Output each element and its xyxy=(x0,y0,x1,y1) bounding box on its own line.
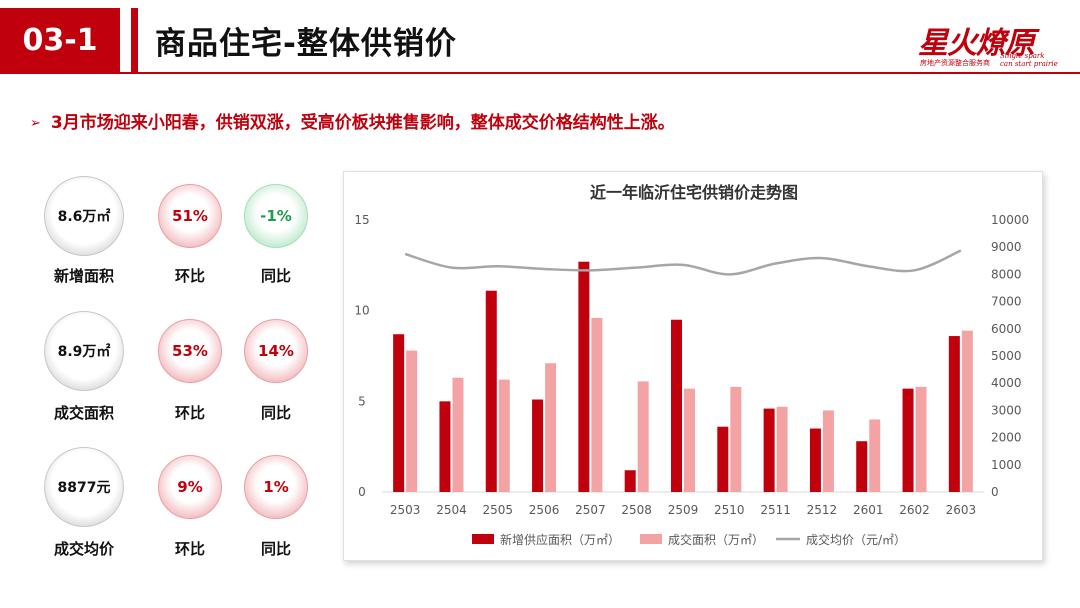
kpi-deal-area-label: 成交面积 xyxy=(53,404,114,422)
summary-line: ➢ 3月市场迎来小阳春，供销双涨，受高价板块推售影响，整体成交价格结构性上涨。 xyxy=(30,108,675,133)
kpi-deal-area-mom: 53% xyxy=(158,319,222,383)
y-right-tick-label: 5000 xyxy=(991,349,1022,363)
logo-english-line2: can start prairie xyxy=(1000,60,1058,68)
kpi-avg-price-yoy: 1% xyxy=(244,455,308,519)
bar-deal-area xyxy=(730,386,742,492)
bar-new-supply xyxy=(902,388,914,492)
bar-deal-area xyxy=(545,363,557,492)
bar-deal-area xyxy=(822,410,834,492)
y-left-tick-label: 5 xyxy=(358,394,366,408)
line-avg-price xyxy=(404,249,962,276)
bar-new-supply xyxy=(485,290,497,492)
kpi-new-area-label: 新增面积 xyxy=(53,267,114,285)
section-number: 03-1 xyxy=(0,8,120,74)
kpi-avg-price-mom-label: 环比 xyxy=(174,540,205,558)
bar-deal-area xyxy=(915,386,927,492)
y-right-tick-label: 9000 xyxy=(991,240,1022,254)
x-tick-label: 2601 xyxy=(853,503,884,517)
legend-label-avg-price: 成交均价（元/㎡） xyxy=(806,532,906,547)
y-right-tick-label: 1000 xyxy=(991,458,1022,472)
bar-deal-area xyxy=(452,377,464,492)
x-tick-label: 2603 xyxy=(946,503,977,517)
y-right-tick-label: 2000 xyxy=(991,431,1022,445)
legend-label-deal-area: 成交面积（万㎡） xyxy=(668,532,764,547)
chart-title: 近一年临沂住宅供销价走势图 xyxy=(590,183,798,202)
logo-subtitle: 房地产资源整合服务商 xyxy=(920,59,990,67)
logo-english: Single spark can start prairie xyxy=(1000,52,1058,68)
x-tick-label: 2507 xyxy=(575,503,606,517)
header-underline xyxy=(120,72,1080,74)
header-separator xyxy=(131,8,138,74)
bar-new-supply xyxy=(717,426,729,492)
bar-new-supply xyxy=(948,336,960,492)
bullet-arrow-icon: ➢ xyxy=(30,116,41,131)
x-tick-label: 2512 xyxy=(807,503,838,517)
y-right-tick-label: 7000 xyxy=(991,295,1022,309)
kpi-deal-area-yoy: 14% xyxy=(244,319,308,383)
kpi-deal-area-mom-label: 环比 xyxy=(174,404,205,422)
x-tick-label: 2508 xyxy=(621,503,652,517)
header-bar: 03-1 商品住宅-整体供销价 xyxy=(0,8,1080,74)
chart-container: 近一年临沂住宅供销价走势图 0 5 10 15 0 1000 2000 3000 4000 5000… xyxy=(343,171,1043,561)
bar-new-supply xyxy=(809,428,821,492)
x-tick-label: 2506 xyxy=(529,503,560,517)
bar-deal-area xyxy=(637,381,649,492)
bar-deal-area xyxy=(591,317,603,492)
y-right-tick-label: 8000 xyxy=(991,267,1022,281)
bar-deal-area xyxy=(684,388,695,492)
legend-swatch-deal-area xyxy=(640,534,662,544)
bar-new-supply xyxy=(671,319,682,492)
kpi-new-area-mom: 51% xyxy=(158,184,222,248)
x-tick-label: 2509 xyxy=(668,503,699,517)
bar-deal-area xyxy=(961,330,973,492)
y-left-tick-label: 15 xyxy=(354,213,369,227)
x-tick-label: 2503 xyxy=(390,503,421,517)
bar-new-supply xyxy=(763,408,775,492)
y-right-tick-label: 3000 xyxy=(991,403,1022,417)
summary-text: 3月市场迎来小阳春，供销双涨，受高价板块推售影响，整体成交价格结构性上涨。 xyxy=(50,113,675,133)
kpi-avg-price-value: 8877元 xyxy=(44,447,124,527)
bar-new-supply xyxy=(856,441,868,492)
bar-new-supply xyxy=(439,401,451,492)
x-tick-label: 2511 xyxy=(760,503,791,517)
legend-label-new-supply: 新增供应面积（万㎡） xyxy=(500,532,620,547)
kpi-deal-area-value: 8.9万㎡ xyxy=(44,311,124,391)
x-tick-label: 2505 xyxy=(482,503,513,517)
kpi-new-area-mom-label: 环比 xyxy=(174,267,205,285)
kpi-deal-area-yoy-label: 同比 xyxy=(260,404,291,422)
kpi-new-area-yoy: -1% xyxy=(244,184,308,248)
bar-deal-area xyxy=(498,379,510,492)
kpi-new-area-yoy-label: 同比 xyxy=(260,267,291,285)
kpi-avg-price-yoy-label: 同比 xyxy=(260,540,291,558)
bar-new-supply xyxy=(393,334,405,492)
page-title: 商品住宅-整体供销价 xyxy=(155,26,457,62)
logo-wordmark: 星火燎原 xyxy=(918,26,1035,61)
x-tick-label: 2504 xyxy=(436,503,467,517)
bar-deal-area xyxy=(869,419,881,492)
bar-deal-area xyxy=(776,406,788,492)
y-right-tick-label: 4000 xyxy=(991,376,1022,390)
x-tick-label: 2602 xyxy=(899,503,930,517)
y-right-tick-label: 0 xyxy=(991,485,999,499)
bar-new-supply xyxy=(578,261,590,492)
x-tick-label: 2510 xyxy=(714,503,745,517)
y-left-tick-label: 0 xyxy=(358,485,366,499)
legend-swatch-new-supply xyxy=(472,534,494,544)
supply-sales-price-chart: 近一年临沂住宅供销价走势图 0 5 10 15 0 1000 2000 3000 4000 5000… xyxy=(354,183,1029,547)
kpi-avg-price-label: 成交均价 xyxy=(53,540,114,558)
logo-english-line1: Single spark xyxy=(1000,52,1045,60)
brand-logo: 星火燎原 房地产资源整合服务商 Single spark can start p… xyxy=(918,18,1058,74)
y-left-tick-label: 10 xyxy=(354,304,369,318)
kpi-new-area-value: 8.6万㎡ xyxy=(44,176,124,256)
kpi-avg-price-mom: 9% xyxy=(158,455,222,519)
bar-new-supply xyxy=(624,470,636,492)
bar-deal-area xyxy=(406,350,418,492)
bar-new-supply xyxy=(532,399,544,492)
y-right-tick-label: 6000 xyxy=(991,322,1022,336)
y-right-tick-label: 10000 xyxy=(991,213,1029,227)
